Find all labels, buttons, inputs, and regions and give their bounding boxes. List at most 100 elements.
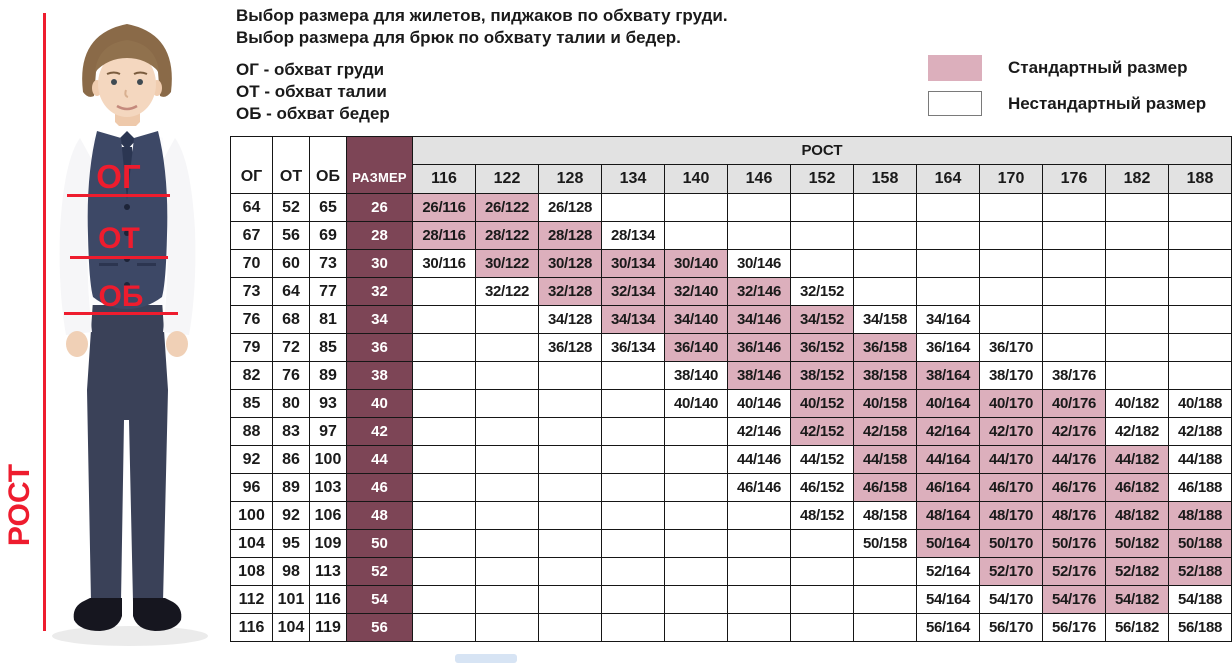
og-value: 79 <box>230 333 273 362</box>
empty-cell <box>853 613 917 642</box>
size-cell-nonstandard: 42/182 <box>1105 417 1169 446</box>
size-cell-standard: 52/188 <box>1168 557 1232 586</box>
empty-cell <box>538 389 602 418</box>
table-row: 104 95 109 50 50/158 50/164 50/170 50/176 50/182… <box>230 529 1232 558</box>
size-cell-nonstandard: 56/170 <box>979 613 1043 642</box>
size-cell-standard: 28/116 <box>412 221 476 250</box>
size-cell-nonstandard: 40/140 <box>664 389 728 418</box>
size-cell-standard: 42/170 <box>979 417 1043 446</box>
hips-measure-line <box>64 312 178 315</box>
ob-value: 97 <box>309 417 347 446</box>
empty-cell <box>1105 277 1169 306</box>
empty-cell <box>412 473 476 502</box>
size-cell-nonstandard: 46/152 <box>790 473 854 502</box>
empty-cell <box>916 221 980 250</box>
empty-cell <box>601 585 665 614</box>
chest-measure-line <box>67 194 170 197</box>
floor-shadow <box>52 626 208 646</box>
size-cell-nonstandard: 26/128 <box>538 193 602 222</box>
empty-cell <box>1042 221 1106 250</box>
ob-value: 116 <box>309 585 347 614</box>
ot-value: 92 <box>272 501 310 530</box>
ob-value: 65 <box>309 193 347 222</box>
height-label: РОСТ <box>3 463 36 547</box>
right-sleeve <box>163 138 196 335</box>
size-cell-standard: 44/158 <box>853 445 917 474</box>
empty-cell <box>916 193 980 222</box>
size-cell-standard: 52/182 <box>1105 557 1169 586</box>
og-value: 64 <box>230 193 273 222</box>
empty-cell <box>601 501 665 530</box>
empty-cell <box>601 417 665 446</box>
empty-cell <box>412 529 476 558</box>
size-cell-standard: 38/146 <box>727 361 791 390</box>
table-row: 64 52 65 26 26/116 26/122 26/128 <box>230 193 1232 222</box>
size-cell-nonstandard: 46/146 <box>727 473 791 502</box>
table-row: 70 60 73 30 30/116 30/122 30/128 30/134 30/140 30… <box>230 249 1232 278</box>
empty-cell <box>475 585 539 614</box>
table-row: 116 104 119 56 56/164 56/170 56/176 56/182 56/18… <box>230 613 1232 642</box>
size-cell-nonstandard: 46/188 <box>1168 473 1232 502</box>
empty-cell <box>538 445 602 474</box>
table-row: 112 101 116 54 54/164 54/170 54/176 54/182 54/18… <box>230 585 1232 614</box>
table-row: 108 98 113 52 52/164 52/170 52/176 52/182 52/188 <box>230 557 1232 586</box>
ot-value: 101 <box>272 585 310 614</box>
size-cell-standard: 34/152 <box>790 305 854 334</box>
ot-value: 80 <box>272 389 310 418</box>
empty-cell <box>727 501 791 530</box>
empty-cell <box>1105 333 1169 362</box>
size-cell-standard: 46/158 <box>853 473 917 502</box>
empty-cell <box>475 445 539 474</box>
empty-cell <box>1168 193 1232 222</box>
size-cell-nonstandard: 56/182 <box>1105 613 1169 642</box>
size-cell-nonstandard: 38/176 <box>1042 361 1106 390</box>
size-cell-standard: 44/182 <box>1105 445 1169 474</box>
rost-value-header: 182 <box>1105 164 1169 194</box>
empty-cell <box>979 305 1043 334</box>
empty-cell <box>727 529 791 558</box>
og-value: 70 <box>230 249 273 278</box>
size-cell-standard: 30/128 <box>538 249 602 278</box>
table-row: 85 80 93 40 40/140 40/146 40/152 40/158 40/164 40… <box>230 389 1232 418</box>
empty-cell <box>664 445 728 474</box>
size-cell-standard: 48/176 <box>1042 501 1106 530</box>
og-value: 100 <box>230 501 273 530</box>
size-value: 30 <box>346 249 413 278</box>
size-cell-standard: 42/164 <box>916 417 980 446</box>
ot-value: 104 <box>272 613 310 642</box>
size-cell-standard: 38/164 <box>916 361 980 390</box>
trousers <box>87 300 168 602</box>
og-value: 112 <box>230 585 273 614</box>
empty-cell <box>412 333 476 362</box>
size-cell-nonstandard: 54/170 <box>979 585 1043 614</box>
og-value: 67 <box>230 221 273 250</box>
size-cell-nonstandard: 48/158 <box>853 501 917 530</box>
empty-cell <box>790 193 854 222</box>
empty-cell <box>538 557 602 586</box>
size-cell-nonstandard: 40/188 <box>1168 389 1232 418</box>
empty-cell <box>1105 361 1169 390</box>
size-cell-standard: 40/170 <box>979 389 1043 418</box>
size-cell-standard: 38/152 <box>790 361 854 390</box>
empty-cell <box>1042 305 1106 334</box>
ob-value: 77 <box>309 277 347 306</box>
size-cell-standard: 38/158 <box>853 361 917 390</box>
size-cell-nonstandard: 42/146 <box>727 417 791 446</box>
size-cell-standard: 40/158 <box>853 389 917 418</box>
size-cell-nonstandard: 36/164 <box>916 333 980 362</box>
size-cell-standard: 28/128 <box>538 221 602 250</box>
size-value: 26 <box>346 193 413 222</box>
empty-cell <box>853 585 917 614</box>
ot-value: 68 <box>272 305 310 334</box>
size-cell-standard: 36/152 <box>790 333 854 362</box>
size-cell-standard: 26/122 <box>475 193 539 222</box>
size-column-header: РАЗМЕР <box>346 136 413 194</box>
size-value: 46 <box>346 473 413 502</box>
size-cell-standard: 40/164 <box>916 389 980 418</box>
rost-value-header: 176 <box>1042 164 1106 194</box>
empty-cell <box>790 529 854 558</box>
legend-standard-label: Стандартный размер <box>1008 58 1188 77</box>
empty-cell <box>979 277 1043 306</box>
empty-cell <box>412 501 476 530</box>
empty-cell <box>853 249 917 278</box>
